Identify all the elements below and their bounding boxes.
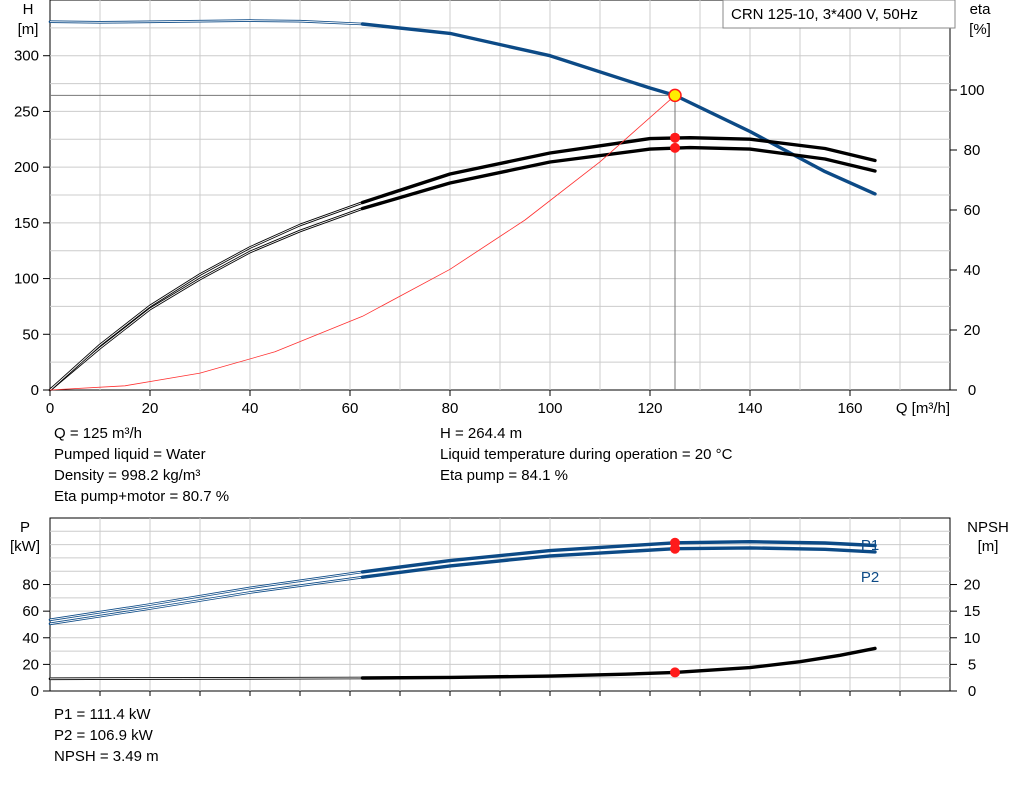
power-chart-left-tick-label: 20 xyxy=(22,656,39,673)
power-chart-right-tick-label: 20 xyxy=(964,577,981,594)
qh-chart-x-tick-label: 40 xyxy=(242,400,259,417)
info-liquid-temperature: Liquid temperature during operation = 20… xyxy=(440,446,733,463)
power-chart-left-tick-label: 60 xyxy=(22,603,39,620)
qh-chart-left-tick-label: 200 xyxy=(14,159,39,176)
info-p2: P2 = 106.9 kW xyxy=(54,727,153,744)
qh-chart-right-tick-label: 40 xyxy=(964,262,981,279)
qh-chart-left-tick-label: 150 xyxy=(14,215,39,232)
info-p1: P1 = 111.4 kW xyxy=(54,706,151,723)
power-chart-right-axis-unit: [m] xyxy=(978,538,999,555)
qh-chart-series-4-core xyxy=(49,202,363,391)
qh-chart-series-6-line xyxy=(49,95,676,391)
qh-chart-x-tick-label: 80 xyxy=(442,400,459,417)
power-chart-right-tick-label: 0 xyxy=(968,683,976,700)
p2-marker xyxy=(670,543,680,554)
power-chart-right-axis-label: NPSH xyxy=(967,519,1009,536)
info-bottom: P1 = 111.4 kW P2 = 106.9 kW NPSH = 3.49 … xyxy=(54,704,159,767)
power-chart-right-tick-label: 15 xyxy=(964,603,981,620)
info-density: Density = 998.2 kg/m³ xyxy=(54,467,201,484)
info-head: H = 264.4 m xyxy=(440,425,523,442)
info-eta-pump: Eta pump = 84.1 % xyxy=(440,467,568,484)
qh-chart-right-tick-label: 60 xyxy=(964,202,981,219)
power-chart-left-tick-label: 0 xyxy=(31,683,39,700)
qh-chart-series-1-line xyxy=(360,22,877,196)
eta-total-marker xyxy=(670,142,680,153)
eta-pump-marker xyxy=(670,132,680,143)
qh-chart-left-tick-label: 250 xyxy=(14,103,39,120)
qh-chart-right-tick-label: 100 xyxy=(959,82,984,99)
qh-chart-left-tick-label: 300 xyxy=(14,48,39,65)
qh-chart-x-tick-label: 160 xyxy=(837,400,862,417)
power-chart-series-4-core xyxy=(49,677,363,680)
qh-chart-x-axis-label: Q [m³/h] xyxy=(896,400,950,417)
qh-chart-right-tick-label: 20 xyxy=(964,322,981,339)
qh-chart-left-tick-label: 50 xyxy=(22,326,39,343)
duty-point-marker xyxy=(668,88,682,103)
power-chart-series-0-core xyxy=(49,571,363,621)
qh-chart-right-axis-label: eta xyxy=(970,1,992,18)
p2-series-label: P2 xyxy=(861,569,879,586)
info-pumped-liquid: Pumped liquid = Water xyxy=(54,446,206,463)
info-eta-pump-motor: Eta pump+motor = 80.7 % xyxy=(54,488,230,505)
qh-chart-right-tick-label: 0 xyxy=(968,382,976,399)
qh-chart-x-tick-label: 60 xyxy=(342,400,359,417)
npsh-marker xyxy=(670,667,680,678)
qh-chart-x-tick-label: 100 xyxy=(537,400,562,417)
qh-chart-left-tick-label: 100 xyxy=(14,271,39,288)
qh-chart-right-axis-unit: [%] xyxy=(969,21,991,38)
power-chart-left-axis-unit: [kW] xyxy=(10,538,40,555)
power-chart-right-tick-label: 5 xyxy=(968,656,976,673)
qh-chart-right-tick-label: 80 xyxy=(964,142,981,159)
qh-chart-left-axis-label: H xyxy=(23,1,34,18)
p1-series-label: P1 xyxy=(861,537,879,554)
qh-chart-series-2-core xyxy=(49,208,363,391)
qh-chart-x-tick-label: 120 xyxy=(637,400,662,417)
power-chart-series-2-core xyxy=(49,576,363,625)
qh-chart-series-3-line xyxy=(360,145,877,211)
info-flow: Q = 125 m³/h xyxy=(54,425,142,442)
info-npsh: NPSH = 3.49 m xyxy=(54,748,159,765)
qh-chart-left-tick-label: 0 xyxy=(31,382,39,399)
info-top-right: H = 264.4 m Liquid temperature during op… xyxy=(440,423,732,486)
qh-chart-left-axis-unit: [m] xyxy=(18,21,39,38)
legend-title: CRN 125-10, 3*400 V, 50Hz xyxy=(731,6,918,23)
power-chart-left-axis-label: P xyxy=(20,519,30,536)
qh-chart-series-0-core xyxy=(49,20,363,25)
qh-chart-x-tick-label: 140 xyxy=(737,400,762,417)
qh-chart-x-tick-label: 0 xyxy=(46,400,54,417)
power-chart-right-tick-label: 10 xyxy=(964,630,981,647)
info-top-left: Q = 125 m³/h Pumped liquid = Water Densi… xyxy=(54,423,229,507)
legend-box xyxy=(722,0,956,29)
power-chart-left-tick-label: 80 xyxy=(22,577,39,594)
qh-chart-series-5-line xyxy=(360,135,877,205)
qh-chart-x-tick-label: 20 xyxy=(142,400,159,417)
power-chart-left-tick-label: 40 xyxy=(22,630,39,647)
